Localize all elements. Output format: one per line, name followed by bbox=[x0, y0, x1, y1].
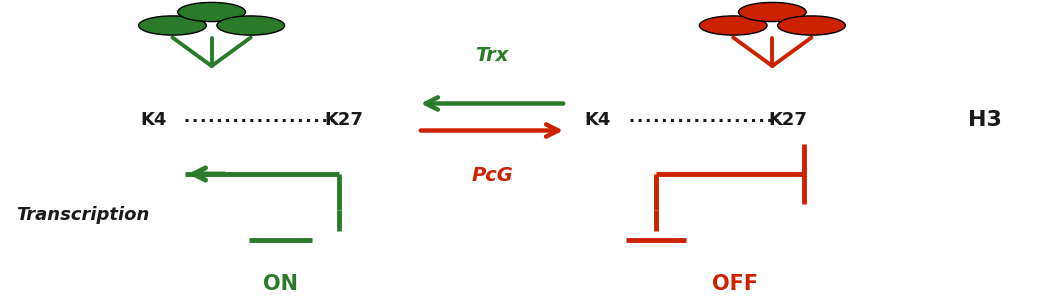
Text: K4: K4 bbox=[141, 111, 166, 129]
Circle shape bbox=[139, 16, 206, 35]
Text: Trx: Trx bbox=[475, 46, 509, 65]
Text: OFF: OFF bbox=[712, 274, 759, 293]
Circle shape bbox=[217, 16, 285, 35]
Text: Transcription: Transcription bbox=[16, 206, 149, 224]
Circle shape bbox=[778, 16, 845, 35]
Circle shape bbox=[738, 2, 806, 22]
Circle shape bbox=[178, 2, 245, 22]
Text: K27: K27 bbox=[769, 111, 807, 129]
Text: K4: K4 bbox=[585, 111, 610, 129]
Text: H3: H3 bbox=[968, 110, 1002, 130]
Text: PcG: PcG bbox=[471, 166, 513, 185]
Text: K27: K27 bbox=[325, 111, 363, 129]
Circle shape bbox=[699, 16, 767, 35]
Text: ON: ON bbox=[262, 274, 298, 293]
